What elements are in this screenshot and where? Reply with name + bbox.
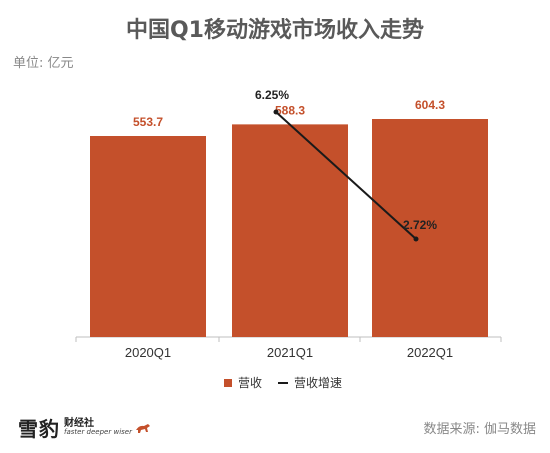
bar-2020Q1: [90, 136, 206, 337]
x-tick-label: 2020Q1: [125, 345, 171, 360]
source-note: 数据来源: 伽马数据: [423, 422, 536, 437]
legend-line-swatch: [278, 381, 289, 384]
logo-sub: 财经社 faster deeper wiser: [64, 418, 132, 437]
bar-value-label: 588.3: [275, 103, 305, 117]
bar-value-label: 604.3: [415, 98, 445, 112]
logo-sub-en: faster deeper wiser: [64, 428, 132, 437]
logo-main-text: 雪豹: [18, 417, 60, 441]
leopard-icon: [135, 423, 150, 433]
legend-label-growth: 营收增速: [294, 376, 343, 390]
legend-bar-swatch: [224, 378, 232, 387]
bar-2022Q1: [372, 119, 488, 337]
growth-point: [413, 236, 419, 242]
logo: 雪豹 财经社 faster deeper wiser: [18, 413, 151, 442]
bar-value-label: 553.7: [133, 115, 163, 129]
logo-sub-cn: 财经社: [64, 418, 94, 430]
growth-series-line: [275, 111, 417, 240]
x-tick-label: 2022Q1: [407, 345, 453, 360]
growth-point: [273, 109, 279, 115]
unit-label: 单位: 亿元: [13, 56, 74, 71]
bar-2021Q1: [232, 124, 348, 338]
legend: 营收 营收增速: [224, 374, 342, 391]
legend-label-revenue: 营收: [238, 376, 263, 390]
growth-value-label: 6.25%: [255, 88, 289, 102]
chart-title: 中国Q1移动游戏市场收入走势: [125, 18, 424, 43]
x-tick-label: 2021Q1: [267, 345, 313, 360]
growth-value-label: 2.72%: [403, 218, 437, 232]
